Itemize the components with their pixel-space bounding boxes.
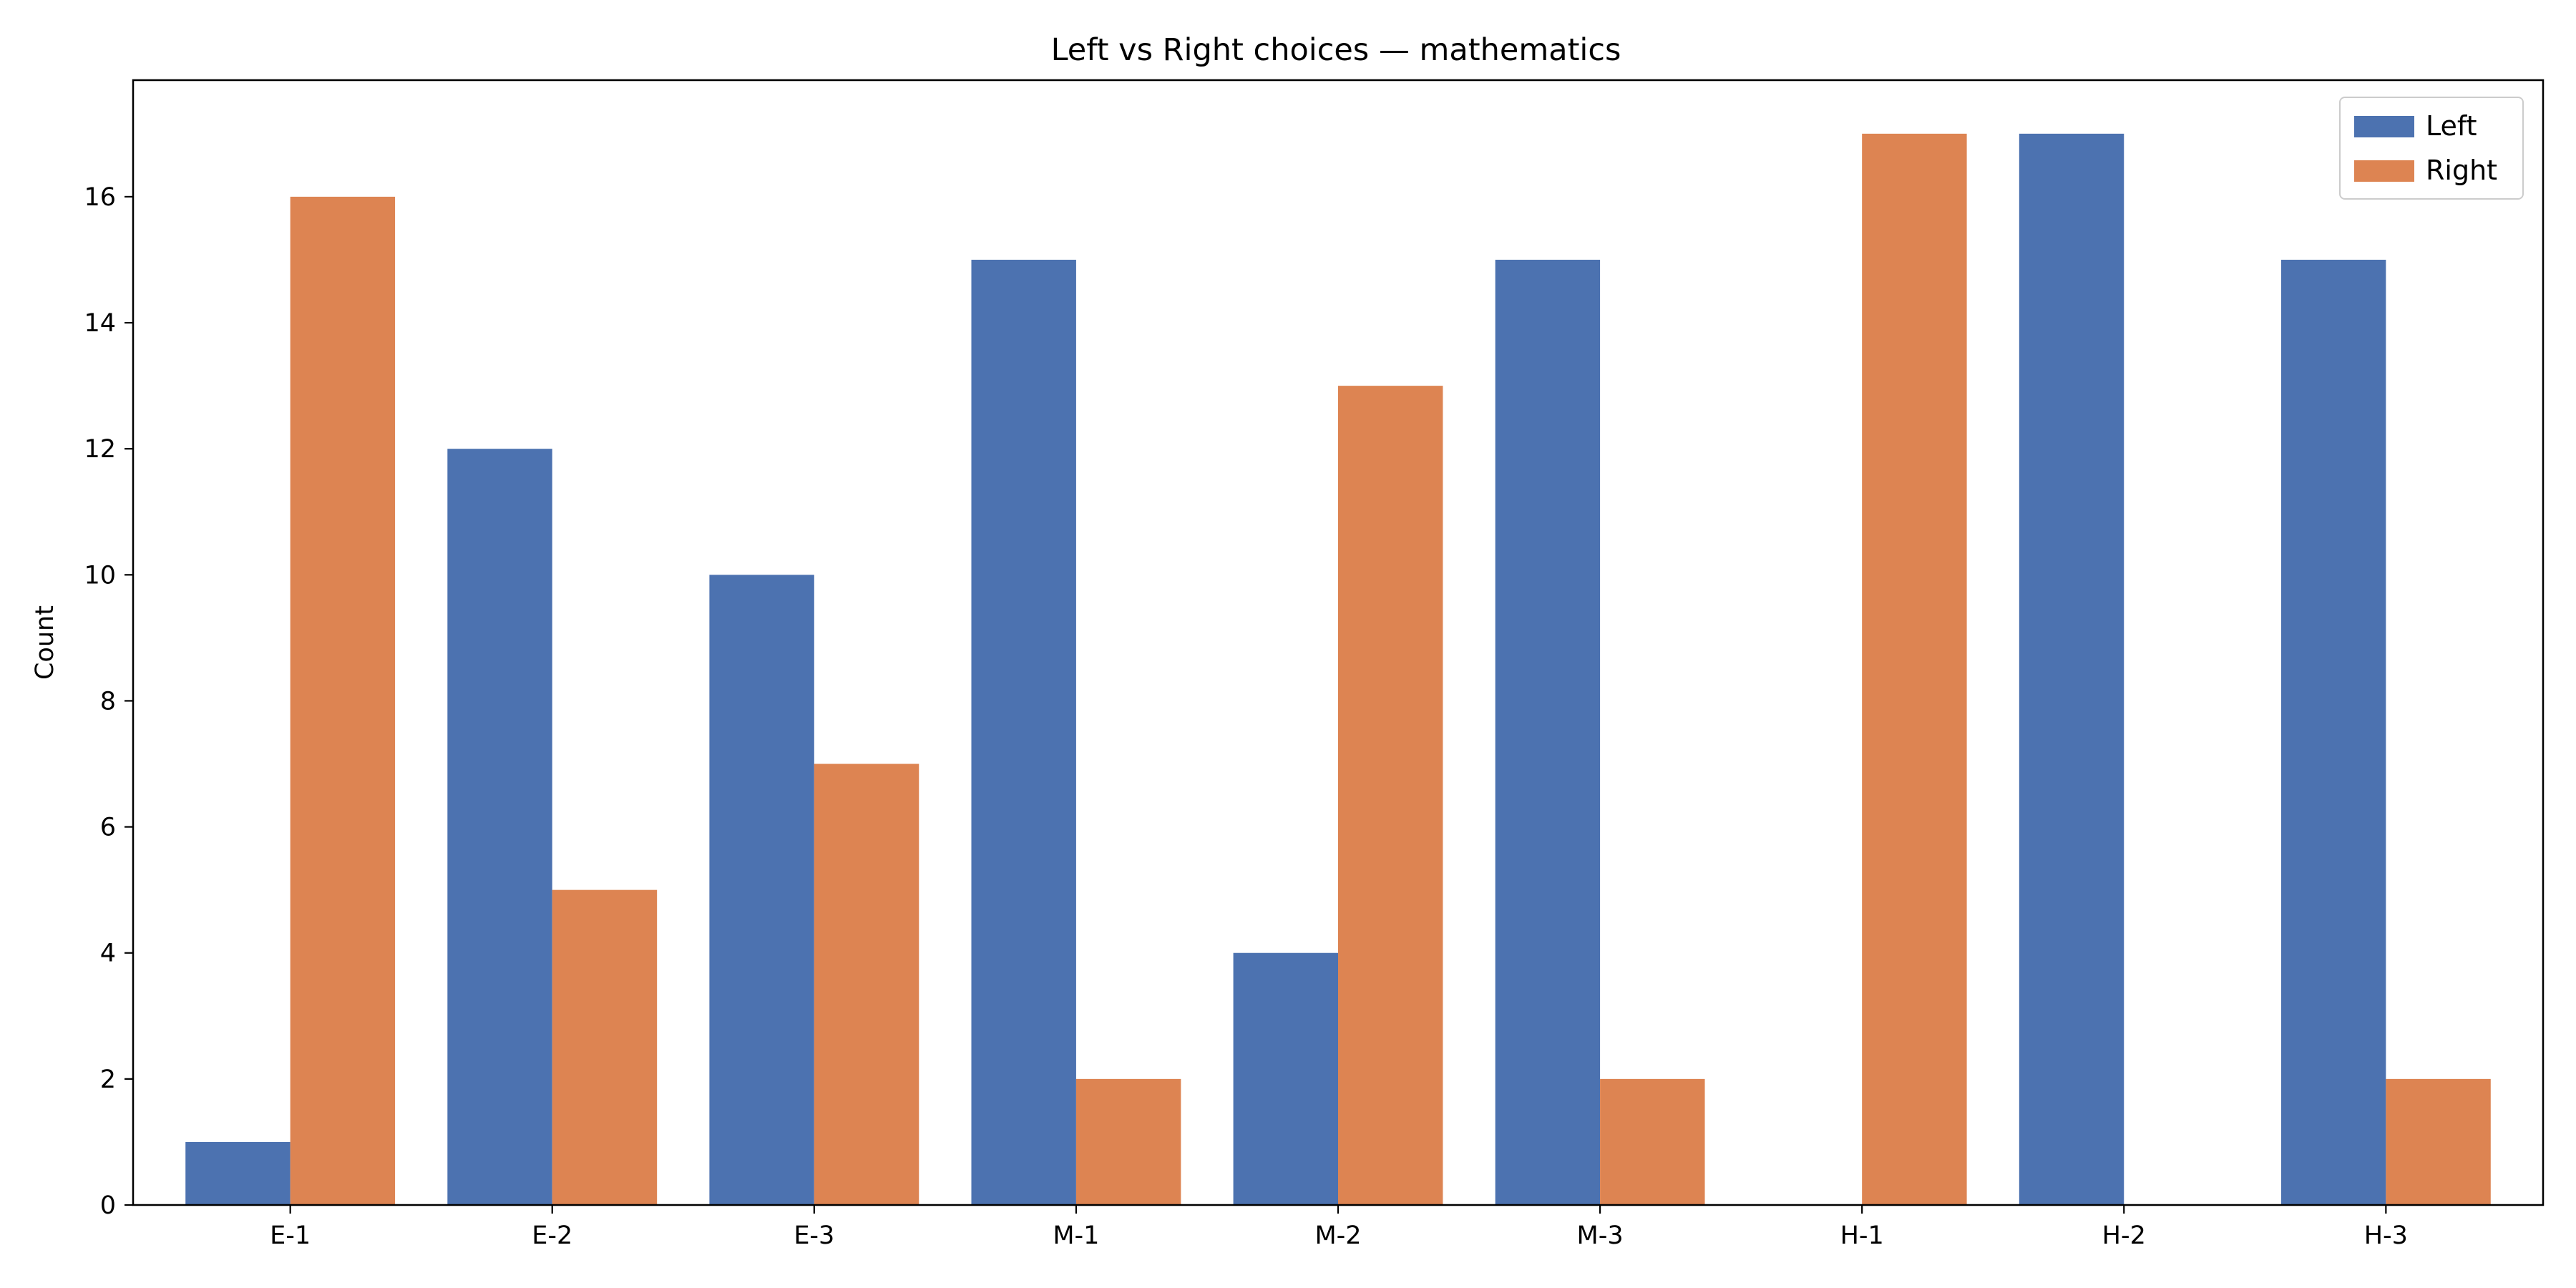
bar-left-m-1 [971, 259, 1076, 1206]
x-axis-ticks: E-1 E-2 E-3 M-1 M-2 M-3 H-1 H-2 H-3 [270, 1205, 2408, 1250]
y-axis-ticks: 0 2 4 6 8 10 12 14 16 [84, 183, 133, 1220]
bar-left-e-1 [185, 1141, 291, 1205]
y-axis-label: Count [31, 605, 59, 680]
bar-left-e-3 [709, 575, 814, 1205]
bar-right-e-3 [814, 763, 919, 1205]
legend-label-right: Right [2426, 155, 2497, 186]
x-tick-label: M-3 [1577, 1221, 1624, 1250]
chart-title: Left vs Right choices — mathematics [1051, 32, 1621, 68]
bar-left-h-3 [2280, 259, 2386, 1206]
y-tick-label: 0 [100, 1191, 116, 1220]
y-tick-label: 4 [100, 940, 116, 968]
y-tick-label: 6 [100, 814, 116, 842]
x-tick-label: M-1 [1053, 1221, 1099, 1250]
y-tick-label: 16 [84, 183, 116, 212]
bars-group [185, 133, 2491, 1206]
x-tick-label: E-2 [532, 1221, 572, 1250]
bar-left-e-2 [447, 449, 552, 1205]
bar-right-e-2 [552, 889, 658, 1205]
bar-right-h-3 [2386, 1078, 2491, 1205]
legend: Left Right [2339, 97, 2524, 200]
x-tick-label: E-1 [270, 1221, 311, 1250]
bar-right-m-2 [1338, 386, 1443, 1206]
x-tick-label: H-3 [2364, 1221, 2408, 1250]
legend-label-left: Left [2426, 110, 2477, 142]
y-tick-label: 12 [84, 435, 116, 464]
legend-swatch-left [2354, 116, 2414, 137]
y-tick-label: 10 [84, 561, 116, 590]
x-tick-label: M-2 [1314, 1221, 1361, 1250]
x-tick-label: H-2 [2102, 1221, 2146, 1250]
x-tick-label: H-1 [1840, 1221, 1884, 1250]
bar-left-m-3 [1495, 259, 1601, 1206]
x-tick-label: E-3 [794, 1221, 834, 1250]
y-tick-label: 14 [84, 309, 116, 338]
legend-swatch-right [2354, 160, 2414, 182]
bar-left-h-2 [2019, 133, 2124, 1205]
bar-right-h-1 [1862, 133, 1967, 1205]
plot-frame [132, 79, 2545, 1206]
bar-right-e-1 [290, 196, 396, 1206]
bar-right-m-3 [1600, 1078, 1705, 1205]
bar-right-m-1 [1075, 1078, 1181, 1205]
bar-left-m-2 [1233, 952, 1338, 1205]
y-tick-label: 8 [100, 687, 116, 716]
y-tick-label: 2 [100, 1065, 116, 1094]
